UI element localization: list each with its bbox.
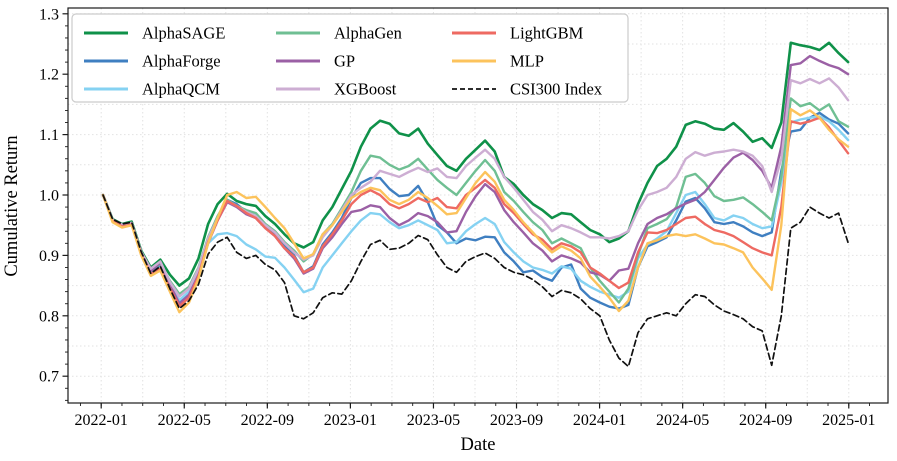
- x-tick-label: 2024-09: [739, 412, 792, 429]
- x-tick-label: 2024-05: [656, 412, 709, 429]
- legend-label: AlphaGen: [334, 24, 402, 43]
- legend-item-mlp: MLP: [452, 52, 544, 71]
- legend-item-xgboost: XGBoost: [276, 80, 397, 99]
- y-tick-label: 1.2: [39, 67, 59, 84]
- y-axis-label: Cumulative Return: [2, 135, 22, 276]
- x-tick-label: 2025-01: [822, 412, 875, 429]
- y-tick-label: 0.8: [39, 308, 59, 325]
- x-tick-label: 2022-01: [75, 412, 128, 429]
- axes-spines: [67, 7, 889, 404]
- legend-item-lightgbm: LightGBM: [452, 24, 584, 43]
- legend-label: MLP: [510, 52, 544, 71]
- x-tick-label: 2023-09: [490, 412, 543, 429]
- y-tick-label: 1.1: [39, 127, 59, 144]
- legend: AlphaSAGE AlphaForge AlphaQCM AlphaGen GP XGB…: [71, 13, 629, 103]
- series-line-csi300-index: [102, 194, 849, 368]
- series-line-alphagen: [101, 97, 850, 304]
- legend-label: AlphaForge: [142, 52, 221, 71]
- series-line-alphaqcm: [101, 115, 850, 302]
- x-axis-label: Date: [461, 435, 496, 455]
- legend-item-csi300-index: CSI300 Index: [452, 80, 603, 99]
- legend-item-alphaforge: AlphaForge: [84, 52, 221, 71]
- legend-box: [71, 13, 629, 103]
- series-line-mlp: [101, 107, 850, 314]
- x-tick-label: 2022-05: [158, 412, 211, 429]
- y-tick-label: 1.3: [39, 6, 59, 23]
- x-tick-label: 2023-05: [407, 412, 460, 429]
- legend-item-alphasage: AlphaSAGE: [84, 24, 225, 43]
- legend-label: LightGBM: [510, 24, 584, 43]
- legend-item-alphaqcm: AlphaQCM: [84, 80, 220, 99]
- axis-tick-labels: 2022-01 2022-05 2022-09 2023-01 2023-05 2023-…: [39, 6, 875, 429]
- legend-item-alphagen: AlphaGen: [276, 24, 402, 43]
- legend-label: CSI300 Index: [510, 80, 603, 99]
- y-tick-label: 0.7: [39, 369, 59, 386]
- legend-label: AlphaSAGE: [142, 24, 225, 43]
- series-line-lightgbm: [101, 116, 850, 308]
- legend-item-gp: GP: [276, 52, 355, 71]
- x-tick-label: 2024-01: [573, 412, 626, 429]
- legend-label: GP: [334, 52, 355, 71]
- data-series: [101, 41, 850, 368]
- x-tick-label: 2022-09: [241, 412, 294, 429]
- x-tick-label: 2023-01: [324, 412, 377, 429]
- axis-ticks: [62, 13, 870, 409]
- y-tick-label: 0.9: [39, 248, 59, 265]
- legend-label: XGBoost: [334, 80, 397, 99]
- plot-border: [67, 7, 889, 404]
- legend-label: AlphaQCM: [142, 80, 220, 99]
- y-tick-label: 1.0: [39, 188, 59, 205]
